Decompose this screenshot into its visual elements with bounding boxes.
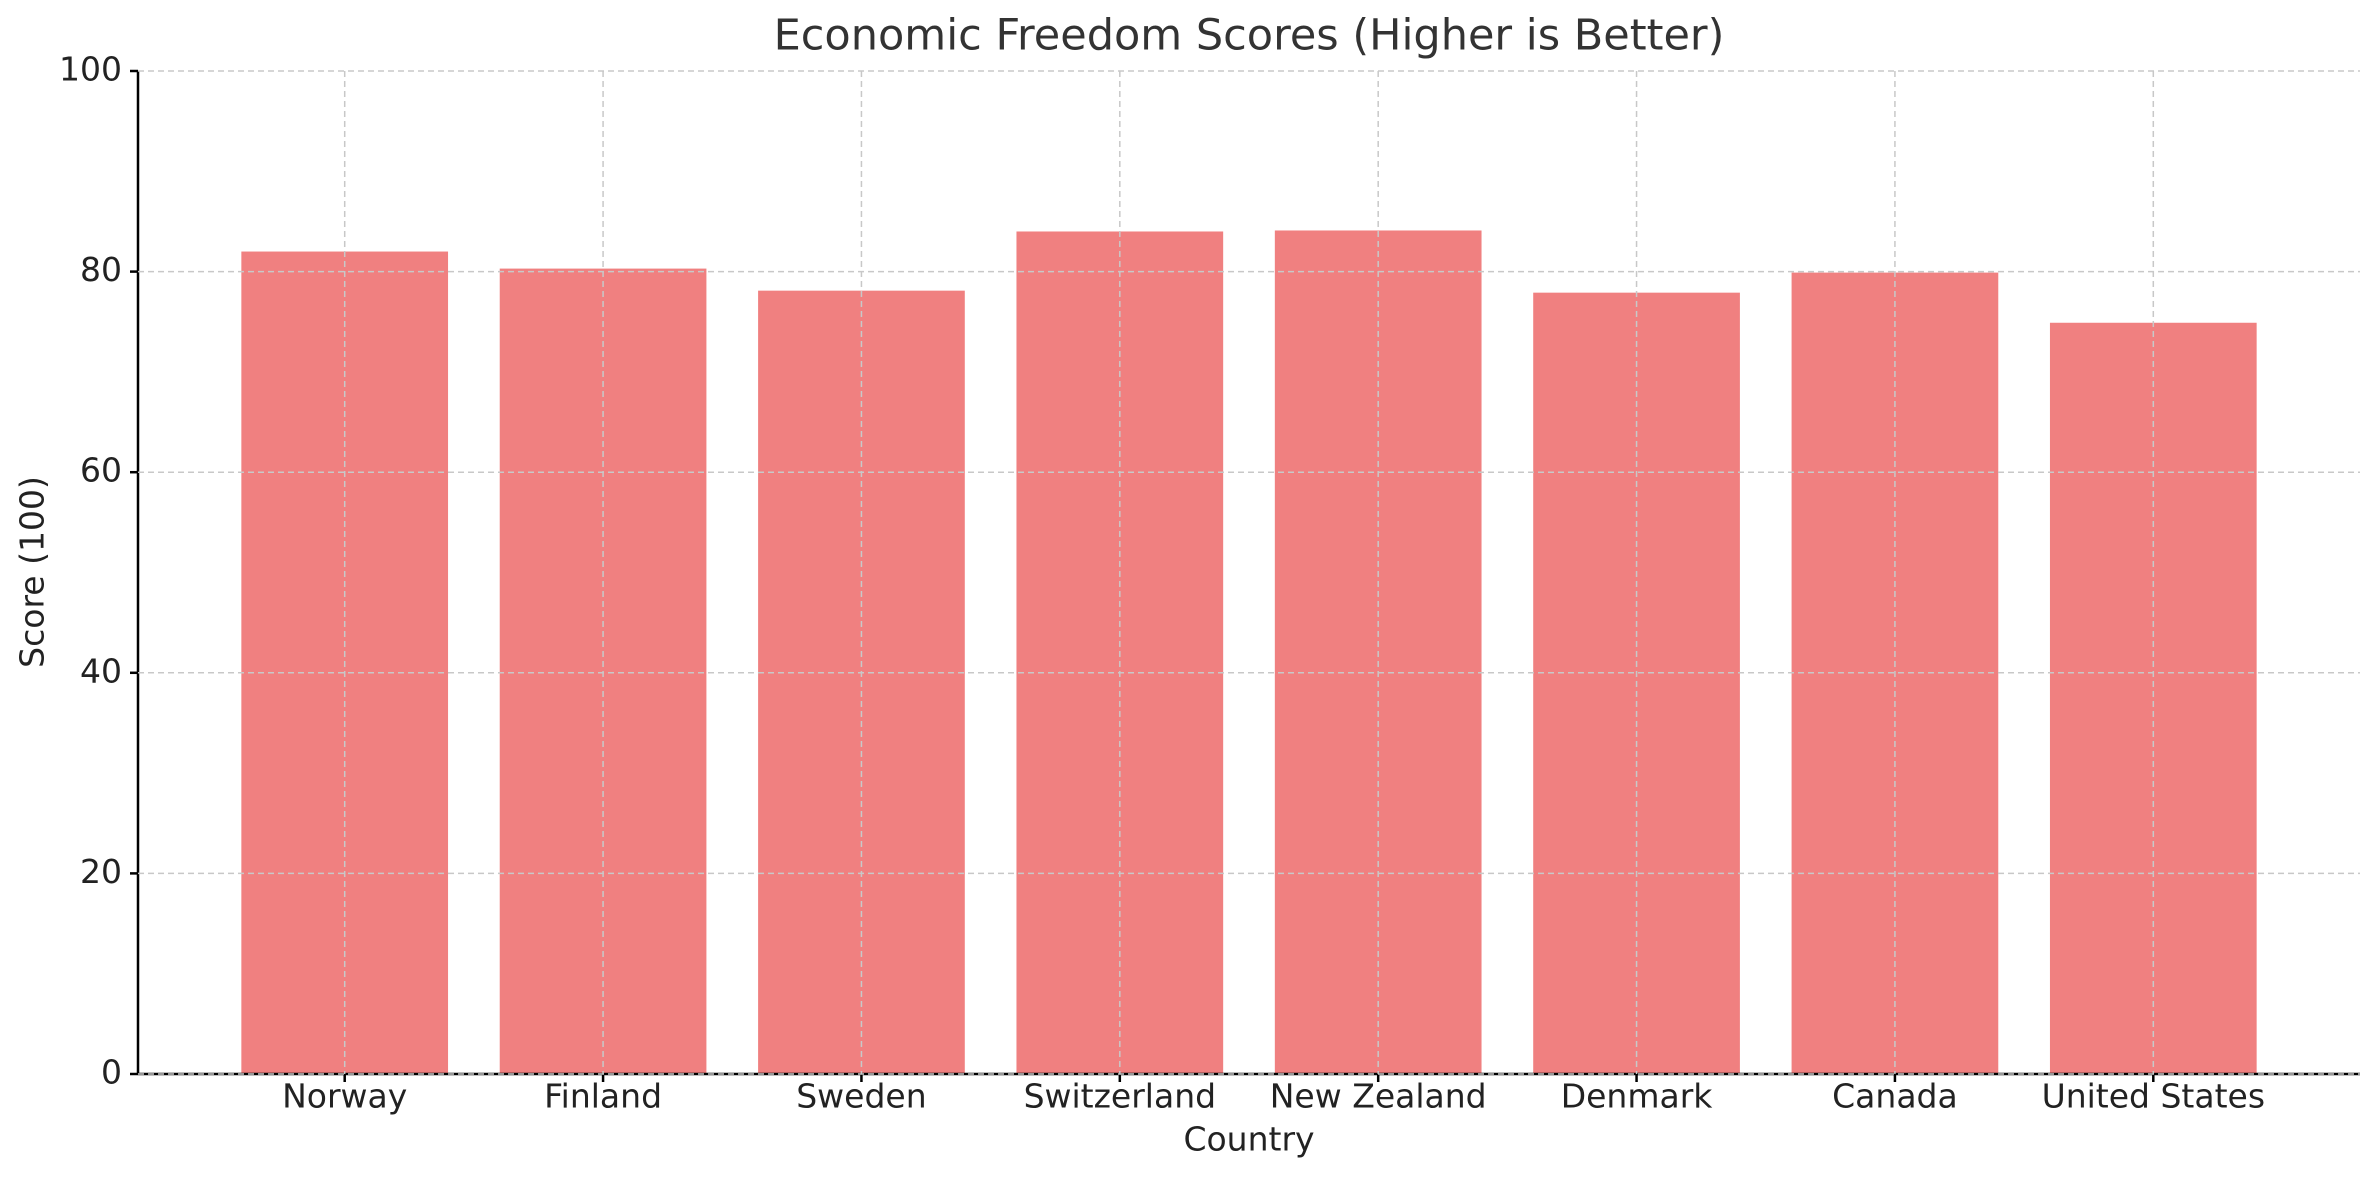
bar [2049,322,2257,1074]
x-tick-label: Switzerland [1024,1077,1217,1116]
y-tick-label: 40 [80,651,122,690]
y-tick-label: 80 [80,250,122,289]
x-tick-label: United States [2042,1077,2265,1116]
x-tick-label: Finland [544,1077,662,1116]
y-tick-label: 20 [80,852,122,891]
y-axis-label: Score (100) [13,476,52,668]
y-tick-label: 0 [101,1053,122,1092]
x-tick-label: Norway [282,1077,407,1116]
y-tick-label: 100 [59,50,122,89]
x-axis-label: Country [1183,1120,1314,1159]
x-tick-label: Denmark [1561,1077,1714,1116]
y-tick-label: 60 [80,451,122,490]
x-tick-label: New Zealand [1270,1077,1487,1116]
chart-title: Economic Freedom Scores (Higher is Bette… [774,11,1725,61]
x-tick-label: Sweden [796,1077,926,1116]
x-tick-label: Canada [1832,1077,1958,1116]
